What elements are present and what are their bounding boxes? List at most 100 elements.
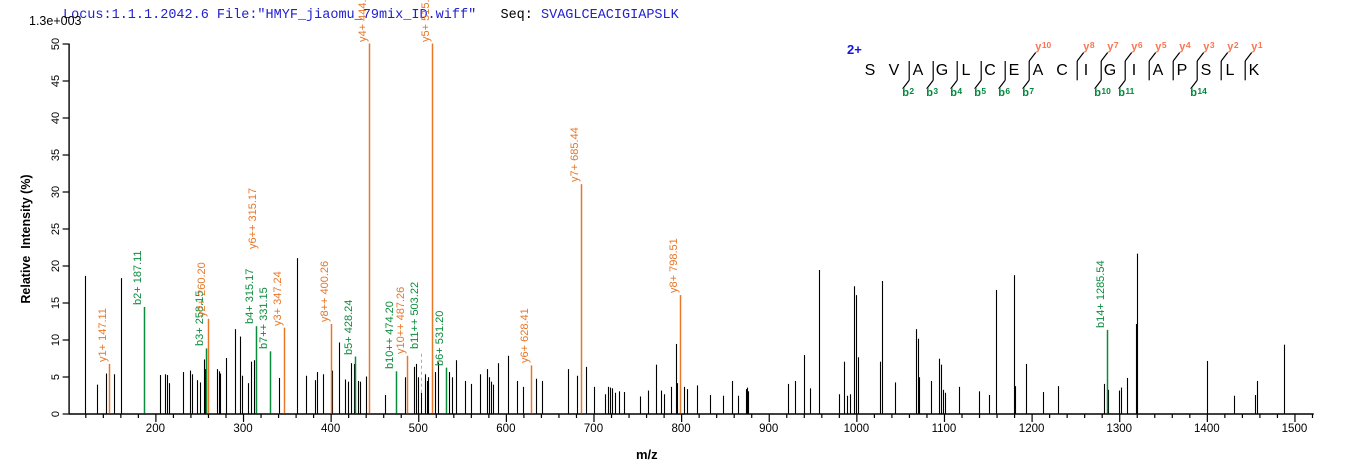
b-ion-tick xyxy=(1190,79,1198,90)
y-tick-label: 45 xyxy=(50,74,62,87)
panel-y-ion-label: y6 xyxy=(1131,39,1143,54)
b-ion-number: 10 xyxy=(1101,86,1111,96)
sequence-residue: V xyxy=(888,62,900,79)
panel-b-ion-label: b2 xyxy=(902,86,915,99)
y-ion-number: 3 xyxy=(1209,39,1215,50)
y-ion-number: 10 xyxy=(1041,39,1052,50)
peak-annotation-label: b14+ 1285.54 xyxy=(1094,260,1107,328)
sequence-residue: A xyxy=(1152,62,1164,79)
panel-b-ion-label: b5 xyxy=(974,86,987,99)
peak-annotation-label: b4+ 315.17 xyxy=(243,268,256,325)
b-ion-number: 6 xyxy=(1005,86,1011,96)
y-ion-number: 5 xyxy=(1161,39,1167,50)
peak-annotation-label: y5+ 515.32 xyxy=(419,0,432,42)
x-tick-label: 600 xyxy=(496,423,516,435)
b-ion-tick xyxy=(1094,79,1102,90)
panel-y-ion-label: y7 xyxy=(1107,39,1119,54)
y-ion-number: 7 xyxy=(1113,39,1119,50)
peak-annotation-label: y8+ 798.51 xyxy=(667,238,680,294)
b-ion-tick xyxy=(1118,79,1126,90)
y-tick-label: 35 xyxy=(50,148,62,161)
b-ion-number: 2 xyxy=(909,86,915,96)
x-tick-label: 700 xyxy=(583,423,604,435)
panel-b-ion-label: b3 xyxy=(926,86,939,99)
peak-annotation-label: y6++ 315.17 xyxy=(247,188,259,250)
b-ion-number: 14 xyxy=(1197,86,1207,96)
y-tick-label: 25 xyxy=(50,222,62,235)
panel-b-ion-label: b11 xyxy=(1118,86,1135,99)
panel-b-ion-label: b4 xyxy=(950,86,963,99)
sequence-residue: S xyxy=(864,62,876,79)
x-tick-label: 200 xyxy=(145,423,165,435)
x-tick-label: 300 xyxy=(233,423,253,435)
y-ion-tick xyxy=(1148,52,1157,62)
y-axis-title: Relative Intensity (%) xyxy=(19,174,33,304)
b-ion-tick xyxy=(974,79,982,90)
b-ion-tick xyxy=(926,79,934,90)
y-tick-label: 15 xyxy=(50,296,62,309)
peak-annotation-label: y3+ 347.24 xyxy=(271,270,284,326)
peak-annotation-label: y6+ 628.41 xyxy=(518,308,531,364)
sequence-residue: I xyxy=(1083,62,1089,79)
sequence-residue: S xyxy=(1200,62,1212,79)
panel-b-ion-label: b7 xyxy=(1022,86,1035,99)
b-ion-tick xyxy=(1022,79,1030,90)
peak-annotation-label: y8++ 400.26 xyxy=(318,260,331,322)
peak-annotation-label: y2+ 260.20 xyxy=(195,262,208,317)
peak-annotation-label: b10++ 474.20 xyxy=(383,301,396,370)
x-tick-label: 1400 xyxy=(1194,423,1220,435)
x-tick-label: 1100 xyxy=(931,423,957,435)
y-ion-number: 6 xyxy=(1137,39,1143,50)
b-ion-number: 4 xyxy=(957,86,963,96)
y-ion-tick xyxy=(1220,52,1229,62)
peak-annotation-label: b11++ 503.22 xyxy=(408,282,421,350)
sequence-residue: C xyxy=(1056,62,1068,79)
peak-annotation-label: y7+ 685.44 xyxy=(568,127,581,183)
y-ion-tick xyxy=(1076,52,1085,62)
peak-annotation-label: y1+ 147.11 xyxy=(96,307,109,362)
x-tick-label: 1500 xyxy=(1281,423,1308,435)
panel-y-ion-label: y4 xyxy=(1179,39,1191,54)
b-ion-number: 5 xyxy=(981,86,987,96)
charge-state-label: 2+ xyxy=(847,42,862,57)
x-tick-label: 1300 xyxy=(1106,423,1133,435)
y-ion-number: 8 xyxy=(1089,39,1095,50)
y-ion-number: 2 xyxy=(1233,39,1239,50)
b-ion-tick xyxy=(998,79,1006,90)
sequence-text: SVAGLCEACIGIAPSLK xyxy=(541,8,679,23)
panel-y-ion-label: y1 xyxy=(1251,39,1263,54)
peak-annotation-label: y4+ 444.28 xyxy=(356,0,369,42)
y-ion-tick xyxy=(1244,52,1253,62)
panel-b-ion-label: b10 xyxy=(1094,86,1111,99)
y-ion-number: 4 xyxy=(1185,39,1191,50)
sequence-residue: E xyxy=(1008,62,1020,79)
sequence-residue: I xyxy=(1131,62,1137,79)
x-tick-label: 400 xyxy=(321,423,341,435)
y-ion-tick xyxy=(1196,52,1205,62)
peak-annotation-label: b2+ 187.11 xyxy=(131,250,144,305)
y-tick-label: 50 xyxy=(50,37,62,50)
panel-y-ion-label: y2 xyxy=(1227,39,1239,54)
y-tick-label: 0 xyxy=(50,410,62,417)
b-ion-number: 3 xyxy=(933,86,939,96)
sequence-residue: L xyxy=(961,62,971,79)
b-ion-number: 11 xyxy=(1125,86,1135,96)
sequence-residue: G xyxy=(935,62,949,79)
panel-y-ion-label: y10 xyxy=(1035,39,1052,54)
x-tick-label: 900 xyxy=(759,423,779,435)
b-ion-tick xyxy=(950,79,958,90)
panel-y-ion-label: y5 xyxy=(1155,39,1167,54)
y-ion-tick xyxy=(1100,52,1109,62)
y-ion-number: 1 xyxy=(1257,39,1263,50)
sequence-residue: K xyxy=(1248,62,1260,79)
panel-y-ion-label: y3 xyxy=(1203,39,1215,54)
max-intensity-label: 1.3e+003 xyxy=(29,14,82,28)
peak-annotation-label: b6+ 531.20 xyxy=(433,310,446,366)
peak-annotation-label: b7++ 331.15 xyxy=(257,287,270,350)
header-separator xyxy=(476,8,500,23)
y-tick-label: 5 xyxy=(50,373,62,380)
sequence-residue: G xyxy=(1103,62,1117,79)
y-tick-label: 40 xyxy=(50,111,62,124)
peak-annotation-label: b5+ 428.24 xyxy=(342,299,355,355)
